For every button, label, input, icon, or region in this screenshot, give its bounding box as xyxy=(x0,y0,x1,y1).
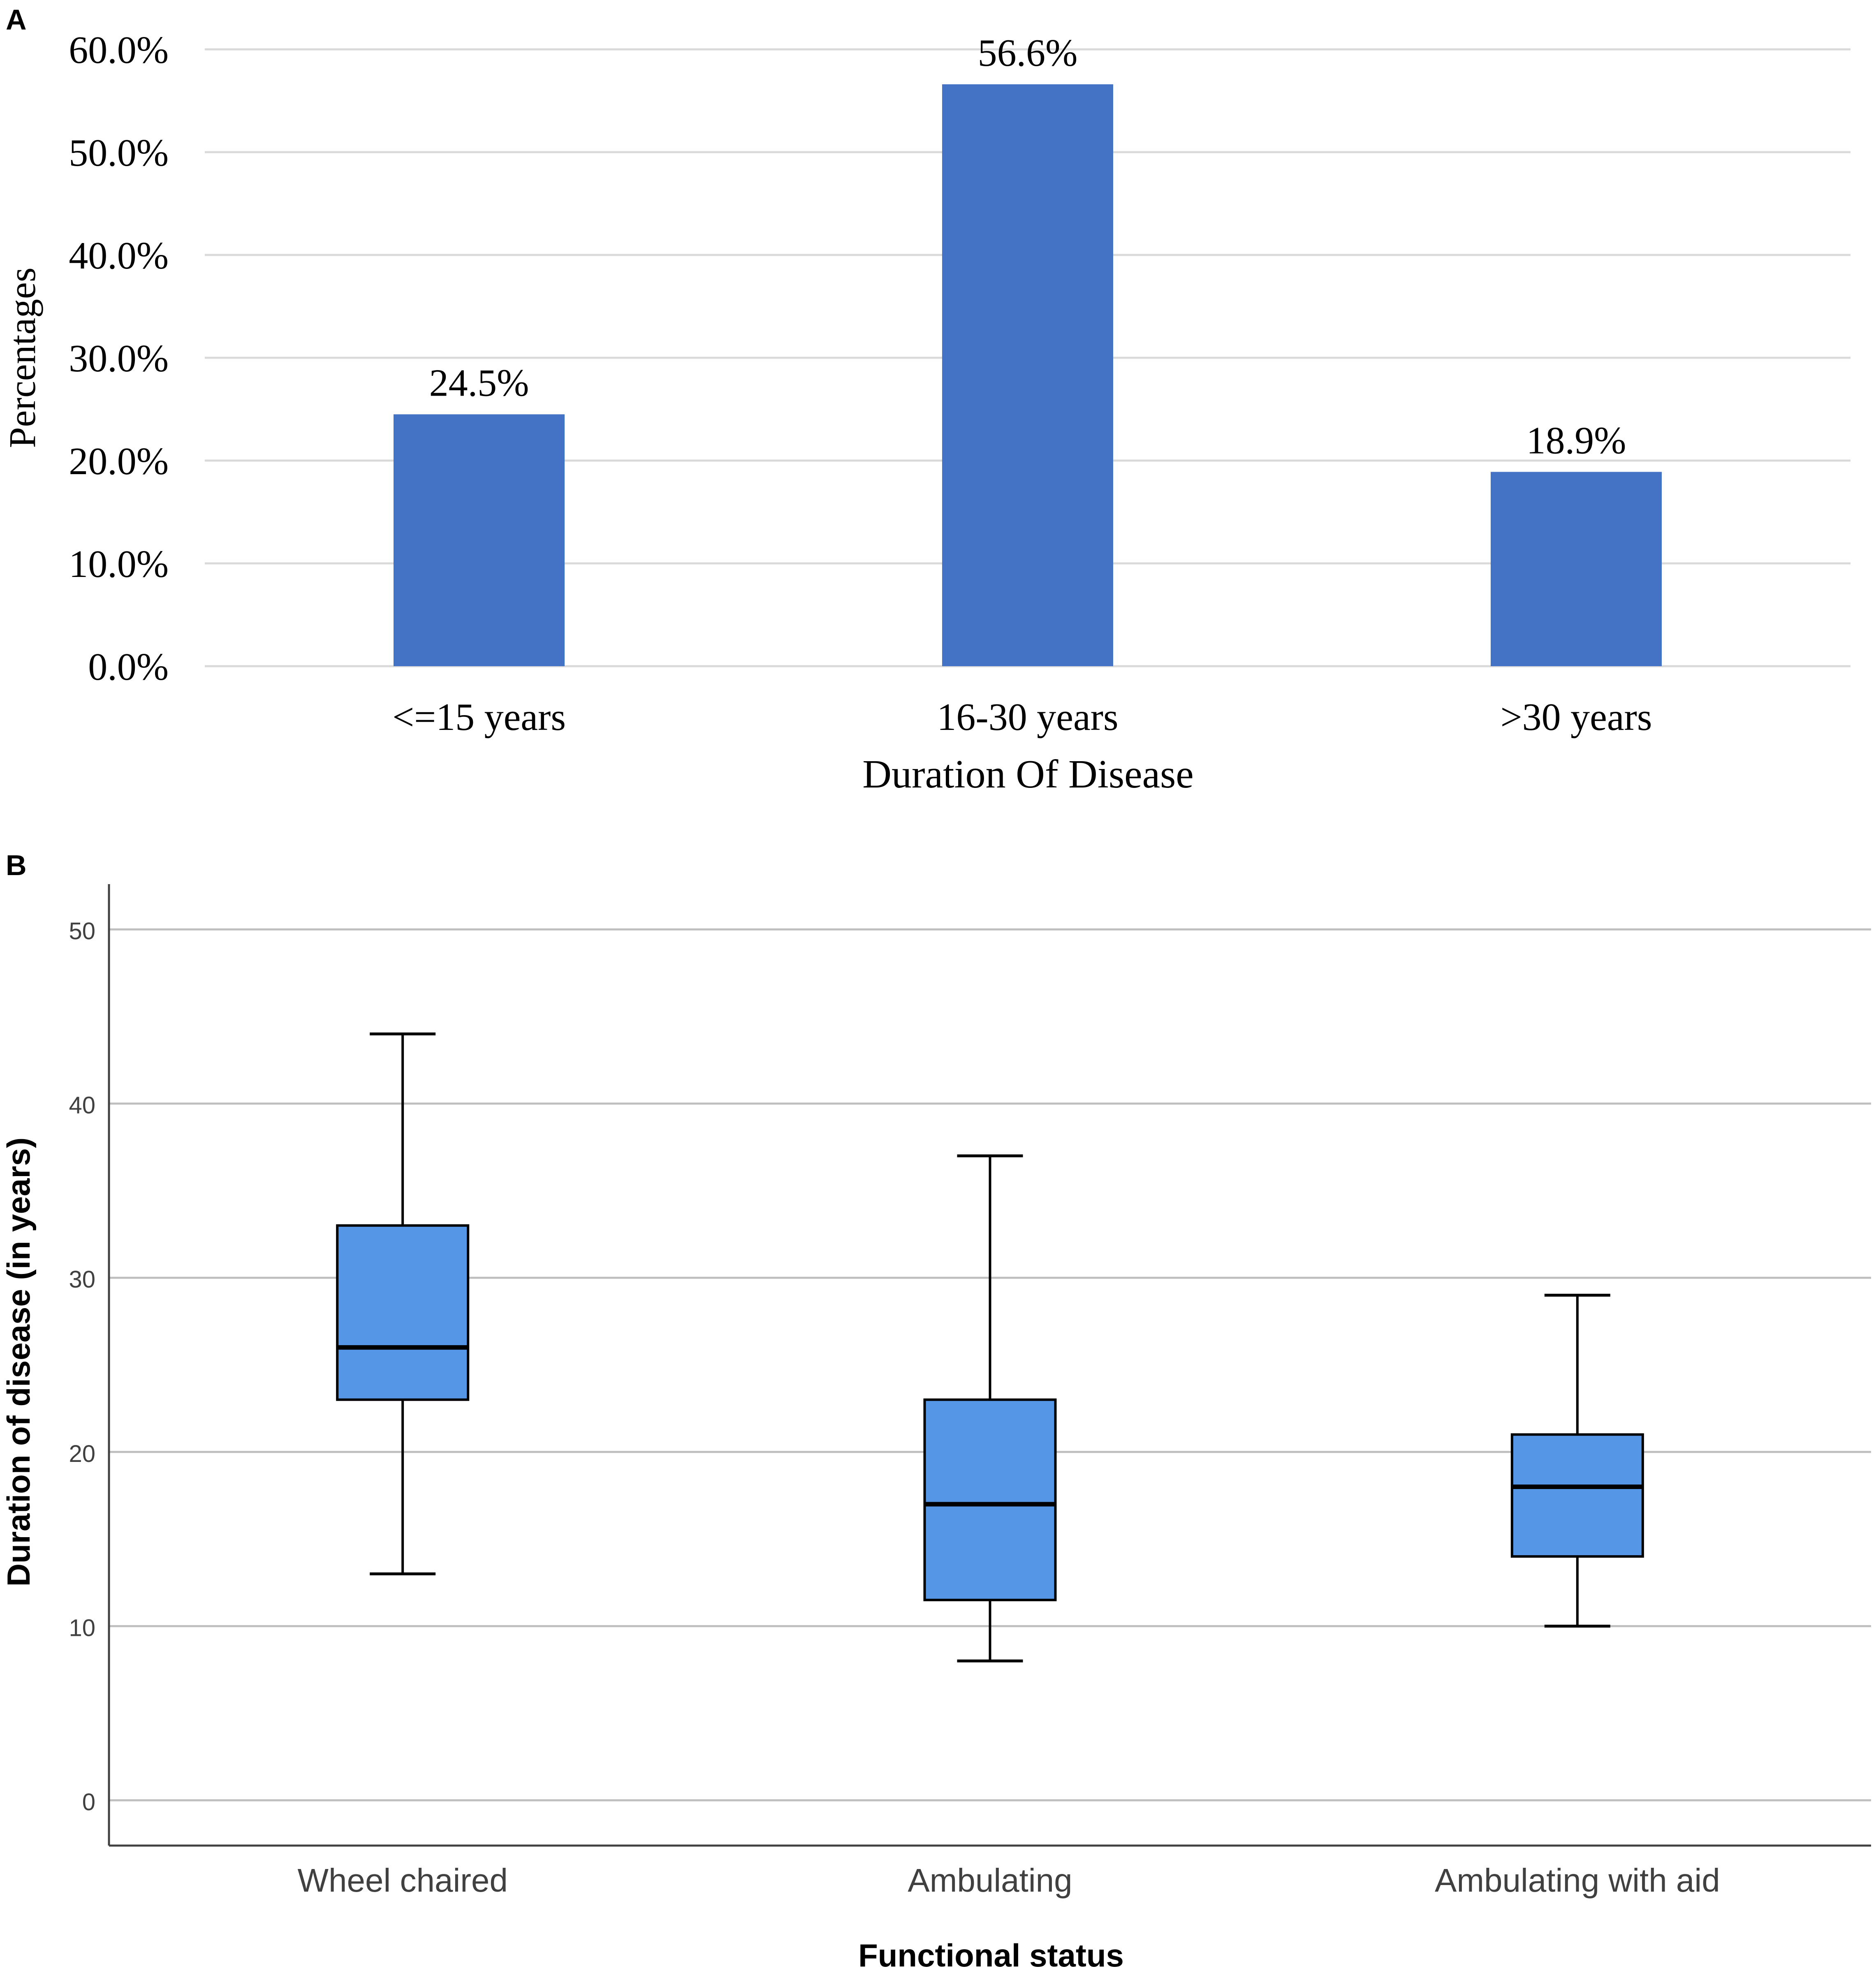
panel-a-y-tick-labels: 0.0% 10.0% 20.0% 30.0% 40.0% 50.0% 60.0% xyxy=(69,29,169,688)
panel-b-label: B xyxy=(6,849,27,881)
panel-a-y-tick-label: 10.0% xyxy=(69,543,169,586)
panel-a-y-tick-label: 40.0% xyxy=(69,234,169,277)
panel-b-iqr-box xyxy=(923,1398,1057,1601)
panel-b-y-tick-label: 10 xyxy=(69,1614,95,1641)
panel-a-x-tick-label: 16-30 years xyxy=(937,696,1118,739)
panel-a-data-label: 18.9% xyxy=(1526,419,1626,462)
panel-b-box-group xyxy=(1510,1294,1644,1628)
panel-b-iqr-box xyxy=(336,1224,470,1401)
panel-b-box-group xyxy=(336,1032,470,1575)
panel-b-y-tick-label: 0 xyxy=(82,1789,95,1816)
panel-a-y-tick-label: 60.0% xyxy=(69,29,169,72)
panel-a-bar xyxy=(1491,472,1662,666)
panel-a-y-tick-label: 20.0% xyxy=(69,440,169,483)
panel-a-y-tick-label: 0.0% xyxy=(88,646,169,688)
panel-b-x-tick-labels: Wheel chaired Ambulating Ambulating with a… xyxy=(297,1862,1720,1899)
panel-a-data-labels: 24.5% 56.6% 18.9% xyxy=(429,32,1626,462)
panel-b-x-tick-label: Ambulating xyxy=(908,1862,1072,1899)
panel-a-x-tick-label: >30 years xyxy=(1501,696,1652,739)
panel-b-y-tick-labels: 0 10 20 30 40 50 xyxy=(69,918,95,1816)
panel-a-bar xyxy=(394,414,565,666)
panel-b-y-axis-title: Duration of disease (in years) xyxy=(0,1137,37,1587)
panel-b-x-axis-title: Functional status xyxy=(858,1937,1124,1971)
panel-a-x-tick-labels: <=15 years 16-30 years >30 years xyxy=(392,696,1652,739)
panel-a-y-tick-label: 30.0% xyxy=(69,337,169,380)
panel-a-bars xyxy=(394,84,1662,666)
panel-b-y-tick-label: 40 xyxy=(69,1092,95,1119)
panel-a-data-label: 24.5% xyxy=(429,362,529,405)
panel-b-x-tick-label: Wheel chaired xyxy=(297,1862,507,1899)
panel-b-x-tick-label: Ambulating with aid xyxy=(1435,1862,1720,1899)
panel-a-bar-chart: 0.0% 10.0% 20.0% 30.0% 40.0% 50.0% 60.0% 24.5%… xyxy=(1,29,1851,797)
panel-b-y-tick-label: 30 xyxy=(69,1266,95,1293)
panel-a-x-axis-title: Duration Of Disease xyxy=(862,752,1194,797)
panel-b-iqr-box xyxy=(1510,1433,1644,1558)
panel-b-box-plot: 0 10 20 30 40 50 Wheel chaired Ambulating Ambul… xyxy=(0,884,1871,1971)
panel-a-bar xyxy=(942,84,1113,666)
panel-a-label: A xyxy=(6,4,27,36)
panel-a-data-label: 56.6% xyxy=(978,32,1078,74)
panel-b-y-tick-label: 50 xyxy=(69,918,95,945)
panel-a-y-tick-label: 50.0% xyxy=(69,132,169,174)
panel-b-axes xyxy=(108,884,1871,1847)
panel-b-box-group xyxy=(923,1154,1057,1663)
panel-b-boxes xyxy=(336,1032,1644,1663)
panel-a-x-tick-label: <=15 years xyxy=(392,696,566,739)
panel-b-y-tick-label: 20 xyxy=(69,1441,95,1467)
panel-a-y-axis-title: Percentages xyxy=(1,267,43,448)
